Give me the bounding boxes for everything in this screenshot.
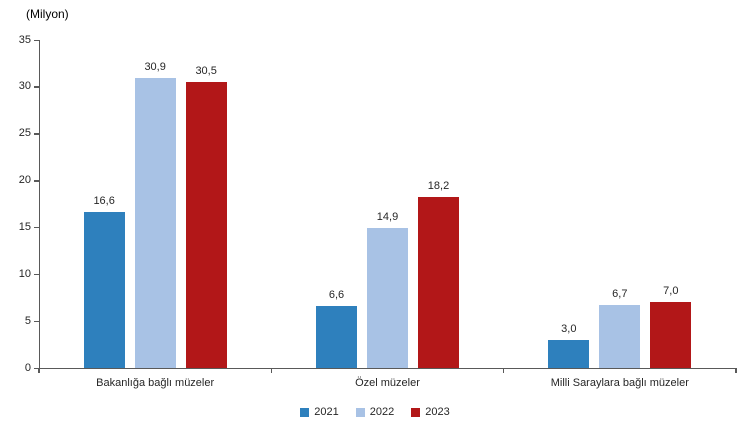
legend-item-2022: 2022 (355, 406, 395, 418)
y-tick-label: 35 (18, 33, 31, 46)
legend-swatch-icon (300, 407, 310, 417)
y-tick-label: 10 (18, 267, 31, 280)
bar-2021-3 (548, 339, 590, 368)
bar-2023-1 (185, 82, 227, 368)
plot-area (39, 40, 737, 369)
legend-item-2021: 2021 (300, 406, 339, 418)
legend-label: 2023 (425, 406, 450, 418)
bar-2021-1 (83, 212, 125, 368)
category-label: Özel müzeler (355, 377, 420, 389)
legend-swatch-icon (355, 407, 365, 417)
category-label: Bakanlığa bağlı müzeler (96, 377, 215, 389)
y-tick-mark (34, 133, 39, 135)
legend-label: 2022 (369, 406, 395, 418)
x-tick-mark (38, 369, 40, 373)
bar-value-label: 16,6 (93, 195, 115, 208)
y-tick-label: 20 (18, 174, 31, 187)
bar-2023-3 (650, 302, 692, 368)
legend: 2021 2022 2023 (0, 406, 750, 418)
y-tick-mark (34, 86, 39, 88)
bar-value-label: 3,0 (561, 322, 577, 335)
legend-label: 2021 (314, 406, 339, 418)
category-label: Milli Saraylara bağlı müzeler (550, 377, 689, 389)
legend-item-2023: 2023 (411, 406, 450, 418)
x-tick-mark (270, 369, 273, 373)
y-tick-mark (34, 39, 39, 41)
y-tick-mark (34, 367, 39, 369)
y-tick-label: 0 (24, 361, 31, 374)
bar-2022-3 (599, 305, 641, 368)
y-tick-mark (34, 273, 39, 276)
bar-value-label: 30,5 (195, 65, 217, 78)
bar-value-label: 6,6 (328, 289, 345, 302)
y-tick-label: 30 (18, 80, 31, 93)
y-tick-mark (34, 320, 39, 323)
bar-value-label: 7,0 (663, 285, 679, 298)
bar-2022-2 (367, 228, 408, 368)
bar-2021-2 (316, 306, 357, 368)
axis-unit-label: (Milyon) (26, 7, 69, 21)
x-tick-mark (735, 369, 737, 373)
legend-swatch-icon (411, 407, 421, 417)
y-tick-mark (34, 226, 39, 229)
y-tick-label: 15 (18, 220, 31, 233)
bar-2022-1 (134, 78, 176, 368)
bar-value-label: 6,7 (612, 288, 628, 301)
y-tick-mark (34, 180, 39, 182)
x-tick-mark (502, 369, 505, 373)
bar-value-label: 14,9 (376, 211, 399, 224)
bar-value-label: 30,9 (144, 61, 166, 74)
y-tick-label: 25 (18, 127, 31, 140)
y-tick-label: 5 (24, 314, 31, 327)
bar-value-label: 18,2 (427, 180, 450, 193)
bar-2023-2 (418, 197, 459, 368)
